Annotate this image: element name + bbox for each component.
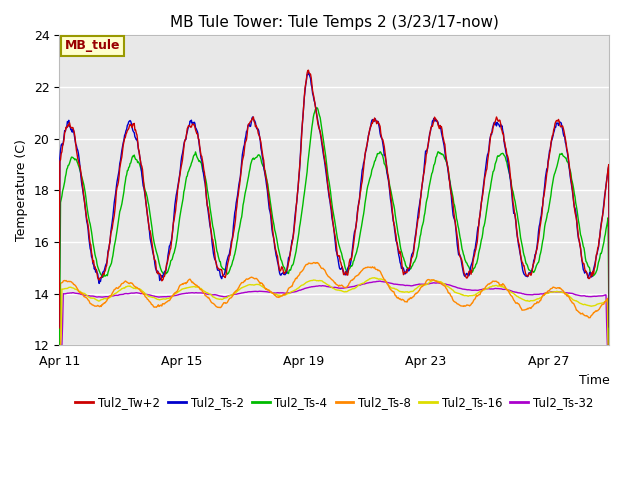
Tul2_Ts-32 bbox=[605, 343, 613, 348]
Tul2_Ts-4 bbox=[390, 203, 397, 208]
Tul2_Ts-8 bbox=[55, 343, 63, 348]
Tul2_Ts-16 bbox=[55, 343, 63, 348]
Tul2_Ts-32 bbox=[474, 288, 481, 293]
Tul2_Ts-16 bbox=[530, 298, 538, 303]
Legend: Tul2_Tw+2, Tul2_Ts-2, Tul2_Ts-4, Tul2_Ts-8, Tul2_Ts-16, Tul2_Ts-32: Tul2_Tw+2, Tul2_Ts-2, Tul2_Ts-4, Tul2_Ts… bbox=[71, 392, 598, 414]
Line: Tul2_Ts-4: Tul2_Ts-4 bbox=[59, 108, 609, 346]
Tul2_Ts-16 bbox=[605, 343, 613, 348]
Tul2_Ts-32 bbox=[89, 293, 97, 299]
Tul2_Ts-8 bbox=[474, 293, 481, 299]
Y-axis label: Temperature (C): Temperature (C) bbox=[15, 139, 28, 241]
Tul2_Tw+2 bbox=[390, 222, 397, 228]
Tul2_Ts-32 bbox=[406, 283, 414, 288]
Tul2_Ts-2 bbox=[605, 324, 613, 330]
Line: Tul2_Ts-2: Tul2_Ts-2 bbox=[59, 72, 609, 327]
Tul2_Ts-8 bbox=[376, 268, 383, 274]
Tul2_Ts-2 bbox=[305, 70, 312, 75]
Tul2_Ts-32 bbox=[375, 278, 383, 284]
Tul2_Ts-2 bbox=[89, 261, 97, 266]
Tul2_Ts-4 bbox=[474, 258, 481, 264]
Tul2_Ts-4 bbox=[406, 266, 414, 272]
Line: Tul2_Ts-8: Tul2_Ts-8 bbox=[59, 263, 609, 346]
Tul2_Ts-16 bbox=[376, 276, 383, 282]
Tul2_Ts-32 bbox=[55, 343, 63, 348]
Line: Tul2_Tw+2: Tul2_Tw+2 bbox=[59, 70, 609, 328]
Tul2_Tw+2 bbox=[474, 239, 481, 245]
Tul2_Ts-4 bbox=[530, 270, 538, 276]
Tul2_Ts-4 bbox=[376, 150, 383, 156]
Tul2_Ts-8 bbox=[530, 302, 538, 308]
Tul2_Ts-8 bbox=[89, 302, 97, 308]
Tul2_Ts-2 bbox=[530, 258, 538, 264]
Tul2_Tw+2 bbox=[530, 261, 538, 266]
Tul2_Ts-16 bbox=[390, 285, 397, 291]
Line: Tul2_Ts-16: Tul2_Ts-16 bbox=[59, 278, 609, 346]
Tul2_Ts-4 bbox=[55, 343, 63, 348]
Tul2_Ts-4 bbox=[312, 105, 320, 111]
Tul2_Tw+2 bbox=[376, 122, 383, 128]
Tul2_Ts-32 bbox=[376, 278, 384, 284]
Tul2_Ts-32 bbox=[390, 281, 397, 287]
Tul2_Ts-2 bbox=[390, 220, 397, 226]
Tul2_Ts-8 bbox=[605, 343, 613, 348]
Tul2_Tw+2 bbox=[406, 262, 414, 267]
Tul2_Ts-2 bbox=[376, 125, 383, 131]
Tul2_Ts-4 bbox=[605, 343, 613, 348]
Tul2_Ts-16 bbox=[89, 295, 97, 301]
Tul2_Ts-32 bbox=[530, 291, 538, 297]
Tul2_Ts-16 bbox=[474, 290, 481, 296]
Title: MB Tule Tower: Tule Temps 2 (3/23/17-now): MB Tule Tower: Tule Temps 2 (3/23/17-now… bbox=[170, 15, 499, 30]
Tul2_Ts-8 bbox=[310, 260, 318, 265]
Tul2_Ts-16 bbox=[371, 275, 378, 281]
Tul2_Ts-8 bbox=[390, 289, 397, 295]
Tul2_Tw+2 bbox=[55, 325, 63, 331]
Line: Tul2_Ts-32: Tul2_Ts-32 bbox=[59, 281, 609, 346]
Tul2_Ts-8 bbox=[406, 295, 414, 300]
Tul2_Ts-4 bbox=[89, 240, 97, 245]
Tul2_Tw+2 bbox=[305, 67, 312, 73]
X-axis label: Time: Time bbox=[579, 374, 609, 387]
Tul2_Tw+2 bbox=[605, 324, 613, 330]
Tul2_Tw+2 bbox=[89, 259, 97, 265]
Tul2_Ts-2 bbox=[474, 230, 481, 236]
Tul2_Ts-2 bbox=[406, 260, 414, 266]
Text: MB_tule: MB_tule bbox=[65, 39, 120, 52]
Tul2_Ts-2 bbox=[55, 324, 63, 329]
Tul2_Ts-16 bbox=[406, 288, 414, 294]
